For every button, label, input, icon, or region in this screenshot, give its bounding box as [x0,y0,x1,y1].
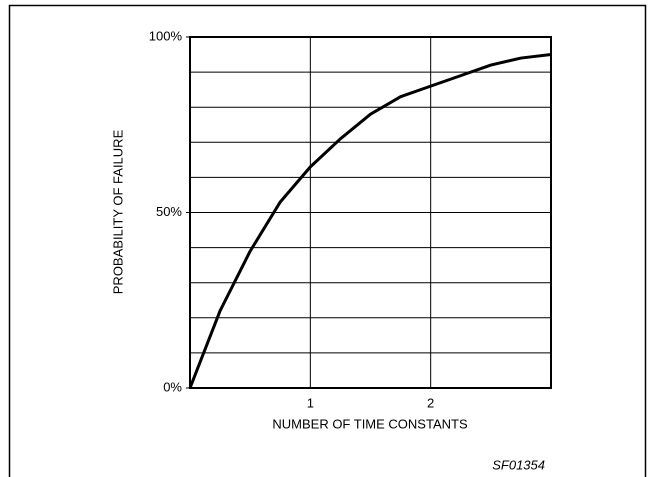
plot-border [189,36,552,389]
y-axis-label: PROBABILITY OF FAILURE [110,129,125,294]
x-axis-label: NUMBER OF TIME CONSTANTS [272,416,468,431]
y-tick-label: 0% [163,379,182,394]
figure-code: SF01354 [492,457,545,472]
y-tick-label: 50% [156,204,182,219]
x-tick-label: 2 [427,395,434,410]
curve [188,53,552,389]
x-tick-label: 1 [307,395,314,410]
y-tick-label: 100% [149,28,183,43]
frame [8,4,647,477]
